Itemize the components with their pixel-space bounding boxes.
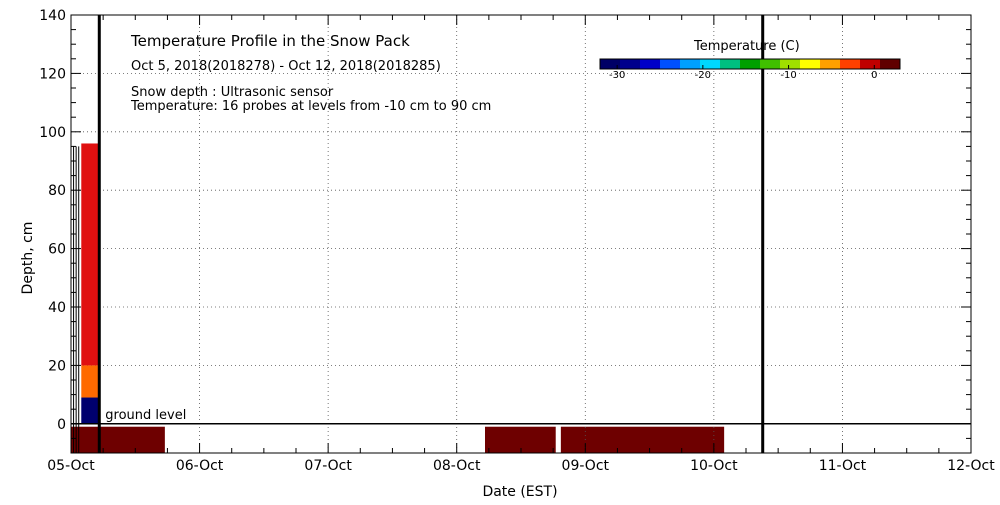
colorbar: Temperature (C) -30 -20 -10 0 bbox=[599, 39, 901, 81]
y-tick-label-100: 100 bbox=[39, 125, 66, 141]
snow-column-2 bbox=[81, 143, 100, 366]
colorbar-tick-label--10: -10 bbox=[780, 70, 796, 81]
note-snow-depth: Snow depth : Ultrasonic sensor bbox=[131, 85, 334, 100]
note-temperature-probes: Temperature: 16 probes at levels from -1… bbox=[130, 99, 491, 114]
y-tick-label-20: 20 bbox=[48, 358, 66, 374]
grid-layer bbox=[71, 15, 971, 453]
x-tick-label-7: 12-Oct bbox=[947, 458, 995, 474]
colorbar-segment-9 bbox=[780, 59, 801, 69]
colorbar-segment-12 bbox=[840, 59, 861, 69]
plot-frame bbox=[70, 14, 972, 454]
y-axis-ticks: 0 20 40 60 80 100 120 140 bbox=[39, 8, 971, 454]
x-tick-label-1: 06-Oct bbox=[176, 458, 224, 474]
y-tick-label-80: 80 bbox=[48, 183, 66, 199]
colorbar-segment-2 bbox=[640, 59, 661, 69]
x-axis-ticks: 05-Oct 06-Oct 07-Oct 08-Oct 09-Oct 10-Oct 11-O… bbox=[47, 15, 995, 474]
colorbar-tick-label-0: 0 bbox=[871, 70, 877, 81]
x-tick-label-2: 07-Oct bbox=[304, 458, 352, 474]
colorbar-segment-3 bbox=[660, 59, 681, 69]
ground-band-0 bbox=[71, 426, 165, 453]
x-tick-label-0: 05-Oct bbox=[47, 458, 95, 474]
x-tick-label-4: 09-Oct bbox=[562, 458, 610, 474]
colorbar-segment-4 bbox=[680, 59, 701, 69]
colorbar-segment-7 bbox=[740, 59, 761, 69]
snow-column-0 bbox=[81, 397, 100, 424]
y-axis-label: Depth, cm bbox=[20, 222, 36, 295]
x-axis-label: Date (EST) bbox=[482, 484, 557, 500]
colorbar-segment-14 bbox=[880, 59, 901, 69]
colorbar-segment-6 bbox=[720, 59, 741, 69]
colorbar-label: Temperature (C) bbox=[693, 39, 800, 54]
snow-column-layer bbox=[73, 143, 100, 453]
x-tick-label-5: 10-Oct bbox=[690, 458, 738, 474]
colorbar-segment-11 bbox=[820, 59, 841, 69]
colorbar-segment-10 bbox=[800, 59, 821, 69]
x-tick-label-3: 08-Oct bbox=[433, 458, 481, 474]
y-tick-label-140: 140 bbox=[39, 8, 66, 24]
colorbar-segment-0 bbox=[600, 59, 621, 69]
y-tick-label-40: 40 bbox=[48, 300, 66, 316]
ground-band-layer bbox=[71, 426, 725, 453]
x-tick-label-6: 11-Oct bbox=[819, 458, 867, 474]
ground-level-label: ground level bbox=[105, 408, 186, 423]
colorbar-segment-13 bbox=[860, 59, 881, 69]
colorbar-segment-1 bbox=[620, 59, 641, 69]
y-tick-label-120: 120 bbox=[39, 66, 66, 82]
colorbar-segment-8 bbox=[760, 59, 781, 69]
date-range: Oct 5, 2018(2018278) - Oct 12, 2018(2018… bbox=[131, 59, 441, 74]
y-tick-label-60: 60 bbox=[48, 242, 66, 258]
y-tick-label-0: 0 bbox=[57, 417, 66, 433]
snow-column-1 bbox=[81, 365, 100, 398]
ground-band-2 bbox=[560, 426, 725, 453]
ground-band-1 bbox=[485, 426, 556, 453]
chart-title: Temperature Profile in the Snow Pack bbox=[130, 32, 410, 50]
colorbar-frame bbox=[599, 58, 901, 70]
colorbar-segment-5 bbox=[700, 59, 721, 69]
colorbar-tick-label--30: -30 bbox=[609, 70, 625, 81]
snow-depth-lines bbox=[97, 15, 765, 453]
colorbar-tick-label--20: -20 bbox=[695, 70, 711, 81]
